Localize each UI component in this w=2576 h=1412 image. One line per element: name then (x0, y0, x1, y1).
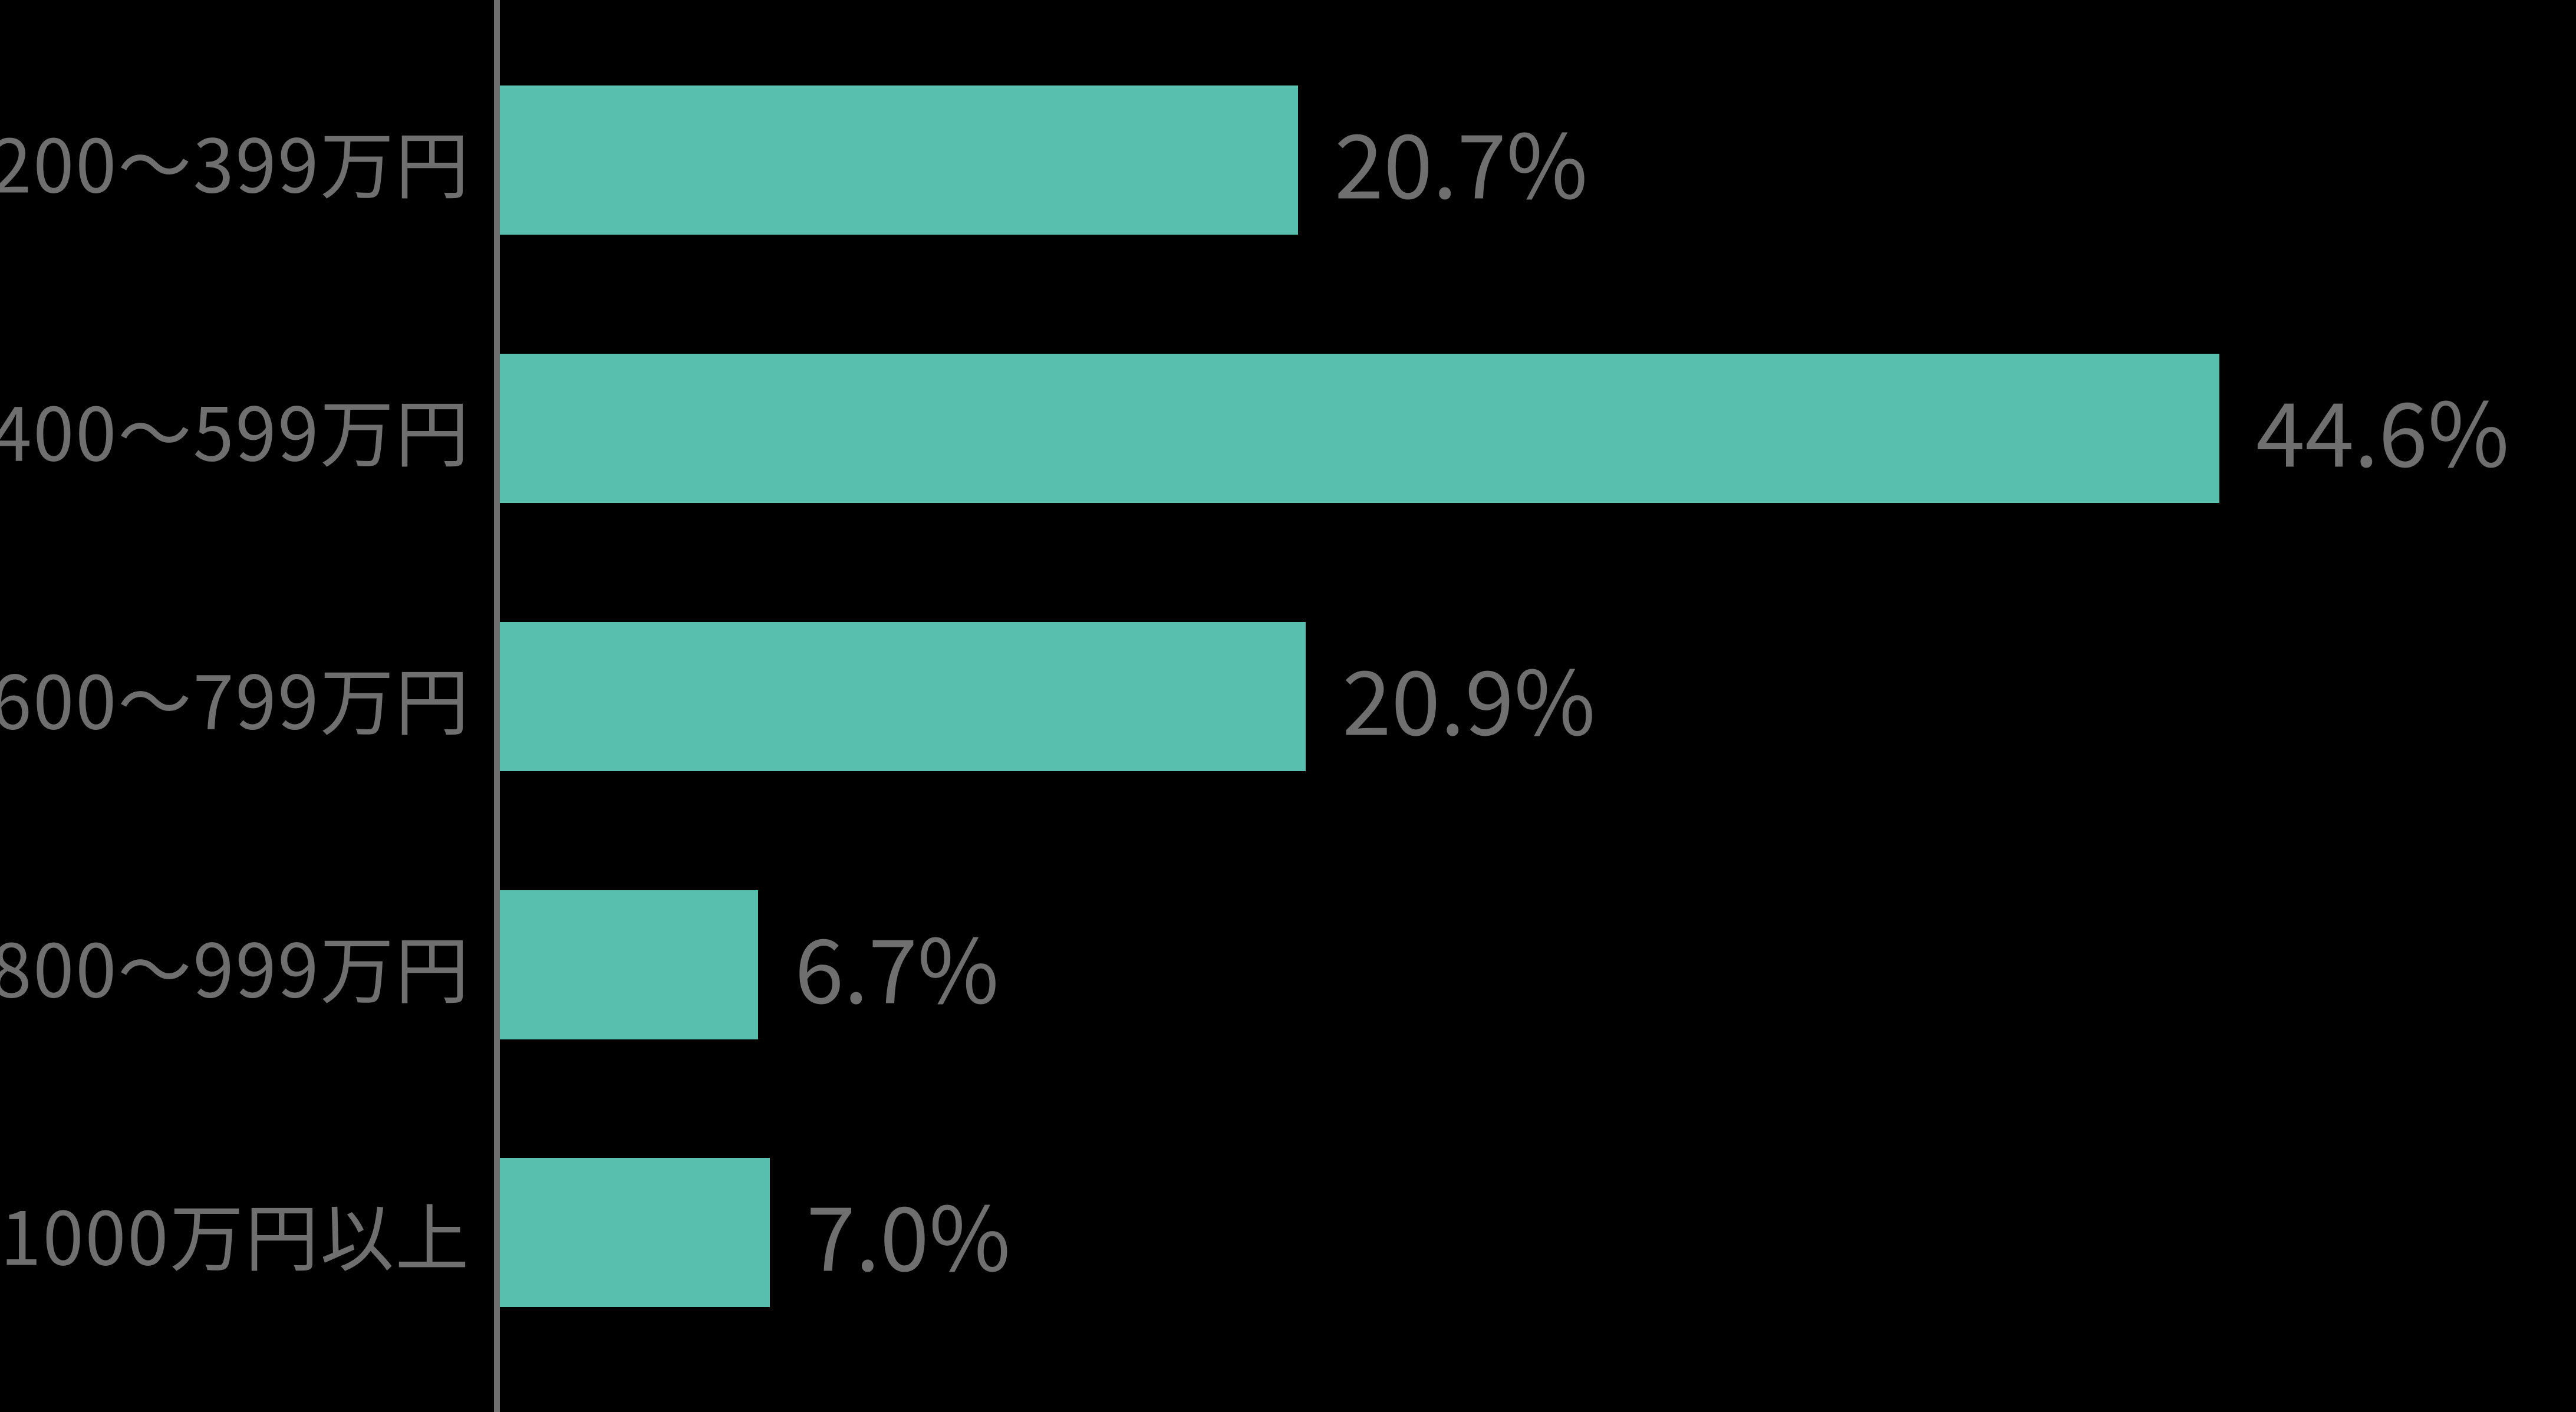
category-label: 1000万円以上 (1, 1179, 471, 1286)
value-label: 7.0% (806, 1169, 1010, 1296)
value-label: 44.6% (2256, 364, 2509, 492)
bar (500, 1158, 770, 1307)
value-label: 20.9% (1342, 633, 1596, 761)
chart-row: 800～999万円 6.7% (0, 890, 2576, 1039)
category-label: 200～399万円 (0, 107, 470, 213)
bar (500, 85, 1298, 235)
chart-row: 200～399万円 20.7% (0, 85, 2576, 235)
category-label: 600～799万円 (0, 643, 470, 750)
value-label: 6.7% (795, 901, 999, 1029)
category-label: 800～999万円 (0, 911, 470, 1018)
value-label: 20.7% (1335, 96, 1588, 224)
chart-row: 600～799万円 20.9% (0, 622, 2576, 771)
income-distribution-chart: 200～399万円 20.7% 400～599万円 44.6% 600～799万円 20.… (0, 0, 2576, 1412)
bar (500, 622, 1306, 771)
bar (500, 354, 2219, 503)
category-label: 400～599万円 (0, 375, 470, 482)
bar (500, 890, 758, 1039)
chart-row: 1000万円以上 7.0% (0, 1158, 2576, 1307)
chart-row: 400～599万円 44.6% (0, 354, 2576, 503)
